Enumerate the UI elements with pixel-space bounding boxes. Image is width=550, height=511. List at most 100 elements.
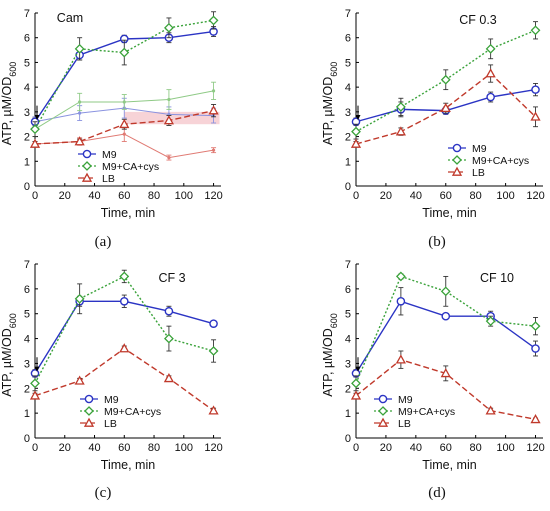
- arrow-head: [34, 366, 40, 372]
- panel-label-b: (b): [428, 234, 446, 250]
- x-tick-label: 100: [175, 442, 193, 454]
- data-point: [530, 414, 541, 424]
- data-point: [531, 344, 540, 353]
- x-tick-label: 100: [175, 190, 193, 202]
- x-tick-label: 0: [353, 190, 359, 202]
- data-point: [350, 138, 362, 148]
- x-tick-label: 60: [118, 190, 130, 202]
- chart-title: Cam: [57, 11, 83, 25]
- y-tick-label: 2: [24, 383, 30, 395]
- data-point: [119, 118, 130, 129]
- data-point: [530, 321, 541, 332]
- data-point: [74, 43, 85, 54]
- y-tick-label: 0: [24, 433, 30, 445]
- data-point: [29, 138, 41, 148]
- x-tick-label: 80: [148, 190, 160, 202]
- data-point: [163, 115, 175, 125]
- chart-title: CF 0.3: [459, 13, 497, 27]
- y-tick-label: 0: [345, 433, 351, 445]
- x-tick-label: 20: [380, 442, 392, 454]
- arrow-head: [355, 115, 361, 121]
- data-point: [440, 368, 451, 378]
- series-unlabeled-5: [32, 126, 217, 161]
- data-point: [208, 105, 219, 115]
- data-point: [29, 390, 41, 400]
- data-point: [30, 378, 40, 389]
- x-axis-title: Time, min: [101, 206, 155, 220]
- x-tick-label: 20: [59, 190, 71, 202]
- legend-marker: [83, 417, 95, 427]
- legend-marker: [378, 406, 388, 416]
- series-m9-ca-cys: [30, 269, 219, 392]
- y-tick-label: 4: [24, 82, 30, 94]
- data-point: [122, 132, 126, 136]
- y-tick-label: 5: [345, 309, 351, 321]
- x-tick-label: 40: [410, 442, 422, 454]
- data-point: [122, 100, 126, 104]
- data-point: [485, 68, 496, 78]
- y-axis-title: ATP, µM/OD600: [321, 313, 339, 397]
- y-tick-label: 6: [24, 33, 30, 45]
- y-tick-label: 7: [24, 8, 30, 20]
- legend-label: M9+CA+cys: [104, 406, 161, 418]
- legend-marker: [452, 143, 462, 153]
- legend-marker: [81, 172, 93, 182]
- data-point: [440, 74, 451, 85]
- data-point: [440, 102, 451, 112]
- legend-label: M9: [102, 149, 117, 161]
- panel-label-a: (a): [95, 234, 112, 250]
- data-point: [485, 43, 496, 54]
- legend-marker: [84, 394, 94, 404]
- x-tick-label: 20: [380, 190, 392, 202]
- series-lb: [29, 103, 219, 148]
- x-tick-label: 0: [32, 442, 38, 454]
- x-tick-label: 80: [148, 442, 160, 454]
- data-point: [119, 296, 129, 306]
- x-tick-label: 60: [440, 190, 452, 202]
- data-point: [440, 286, 451, 297]
- panel-a: 0 20 40 60 80 100 120 0 1 2 3 4 5 6 7 Time, min ATP, µM/…: [0, 8, 223, 220]
- x-tick-label: 60: [440, 442, 452, 454]
- y-axis-title: ATP, µM/OD600: [321, 62, 339, 146]
- x-tick-label: 40: [88, 442, 100, 454]
- x-tick-label: 120: [204, 442, 222, 454]
- chart-title: CF 3: [158, 271, 185, 285]
- legend-label: LB: [398, 418, 411, 430]
- x-tick-label: 100: [496, 442, 514, 454]
- x-tick-label: 120: [526, 190, 544, 202]
- data-point: [351, 378, 361, 389]
- y-tick-label: 7: [24, 259, 30, 271]
- data-point: [485, 316, 496, 327]
- x-tick-label: 120: [526, 442, 544, 454]
- legend-label: LB: [104, 418, 117, 430]
- data-point: [167, 155, 171, 160]
- data-point: [208, 15, 219, 26]
- y-tick-label: 7: [345, 8, 351, 20]
- x-axis-title: Time, min: [101, 458, 155, 472]
- data-point: [350, 390, 362, 400]
- series-lb: [350, 64, 541, 148]
- data-point: [351, 126, 361, 137]
- y-tick-label: 1: [24, 408, 30, 420]
- y-tick-label: 4: [24, 334, 30, 346]
- data-point: [119, 343, 130, 353]
- y-tick-label: 7: [345, 259, 351, 271]
- x-axis-title: Time, min: [422, 458, 476, 472]
- series-m9-ca-cys: [351, 271, 541, 392]
- data-point: [78, 100, 82, 104]
- chart-title: CF 10: [480, 271, 514, 285]
- data-point: [395, 101, 406, 112]
- data-point: [208, 405, 219, 415]
- data-point: [396, 296, 406, 306]
- series-lb: [29, 343, 219, 415]
- arrow-head: [355, 366, 361, 372]
- y-tick-label: 4: [345, 82, 351, 94]
- panel-b: 0 20 40 60 80 100 120 0 1 2 3 4 5 6 7 Time, min ATP, µM/…: [321, 8, 545, 220]
- legend-label: M9+CA+cys: [398, 406, 455, 418]
- series-m9-ca-cys: [351, 21, 541, 140]
- legend-marker: [451, 166, 463, 176]
- legend-marker: [84, 406, 94, 416]
